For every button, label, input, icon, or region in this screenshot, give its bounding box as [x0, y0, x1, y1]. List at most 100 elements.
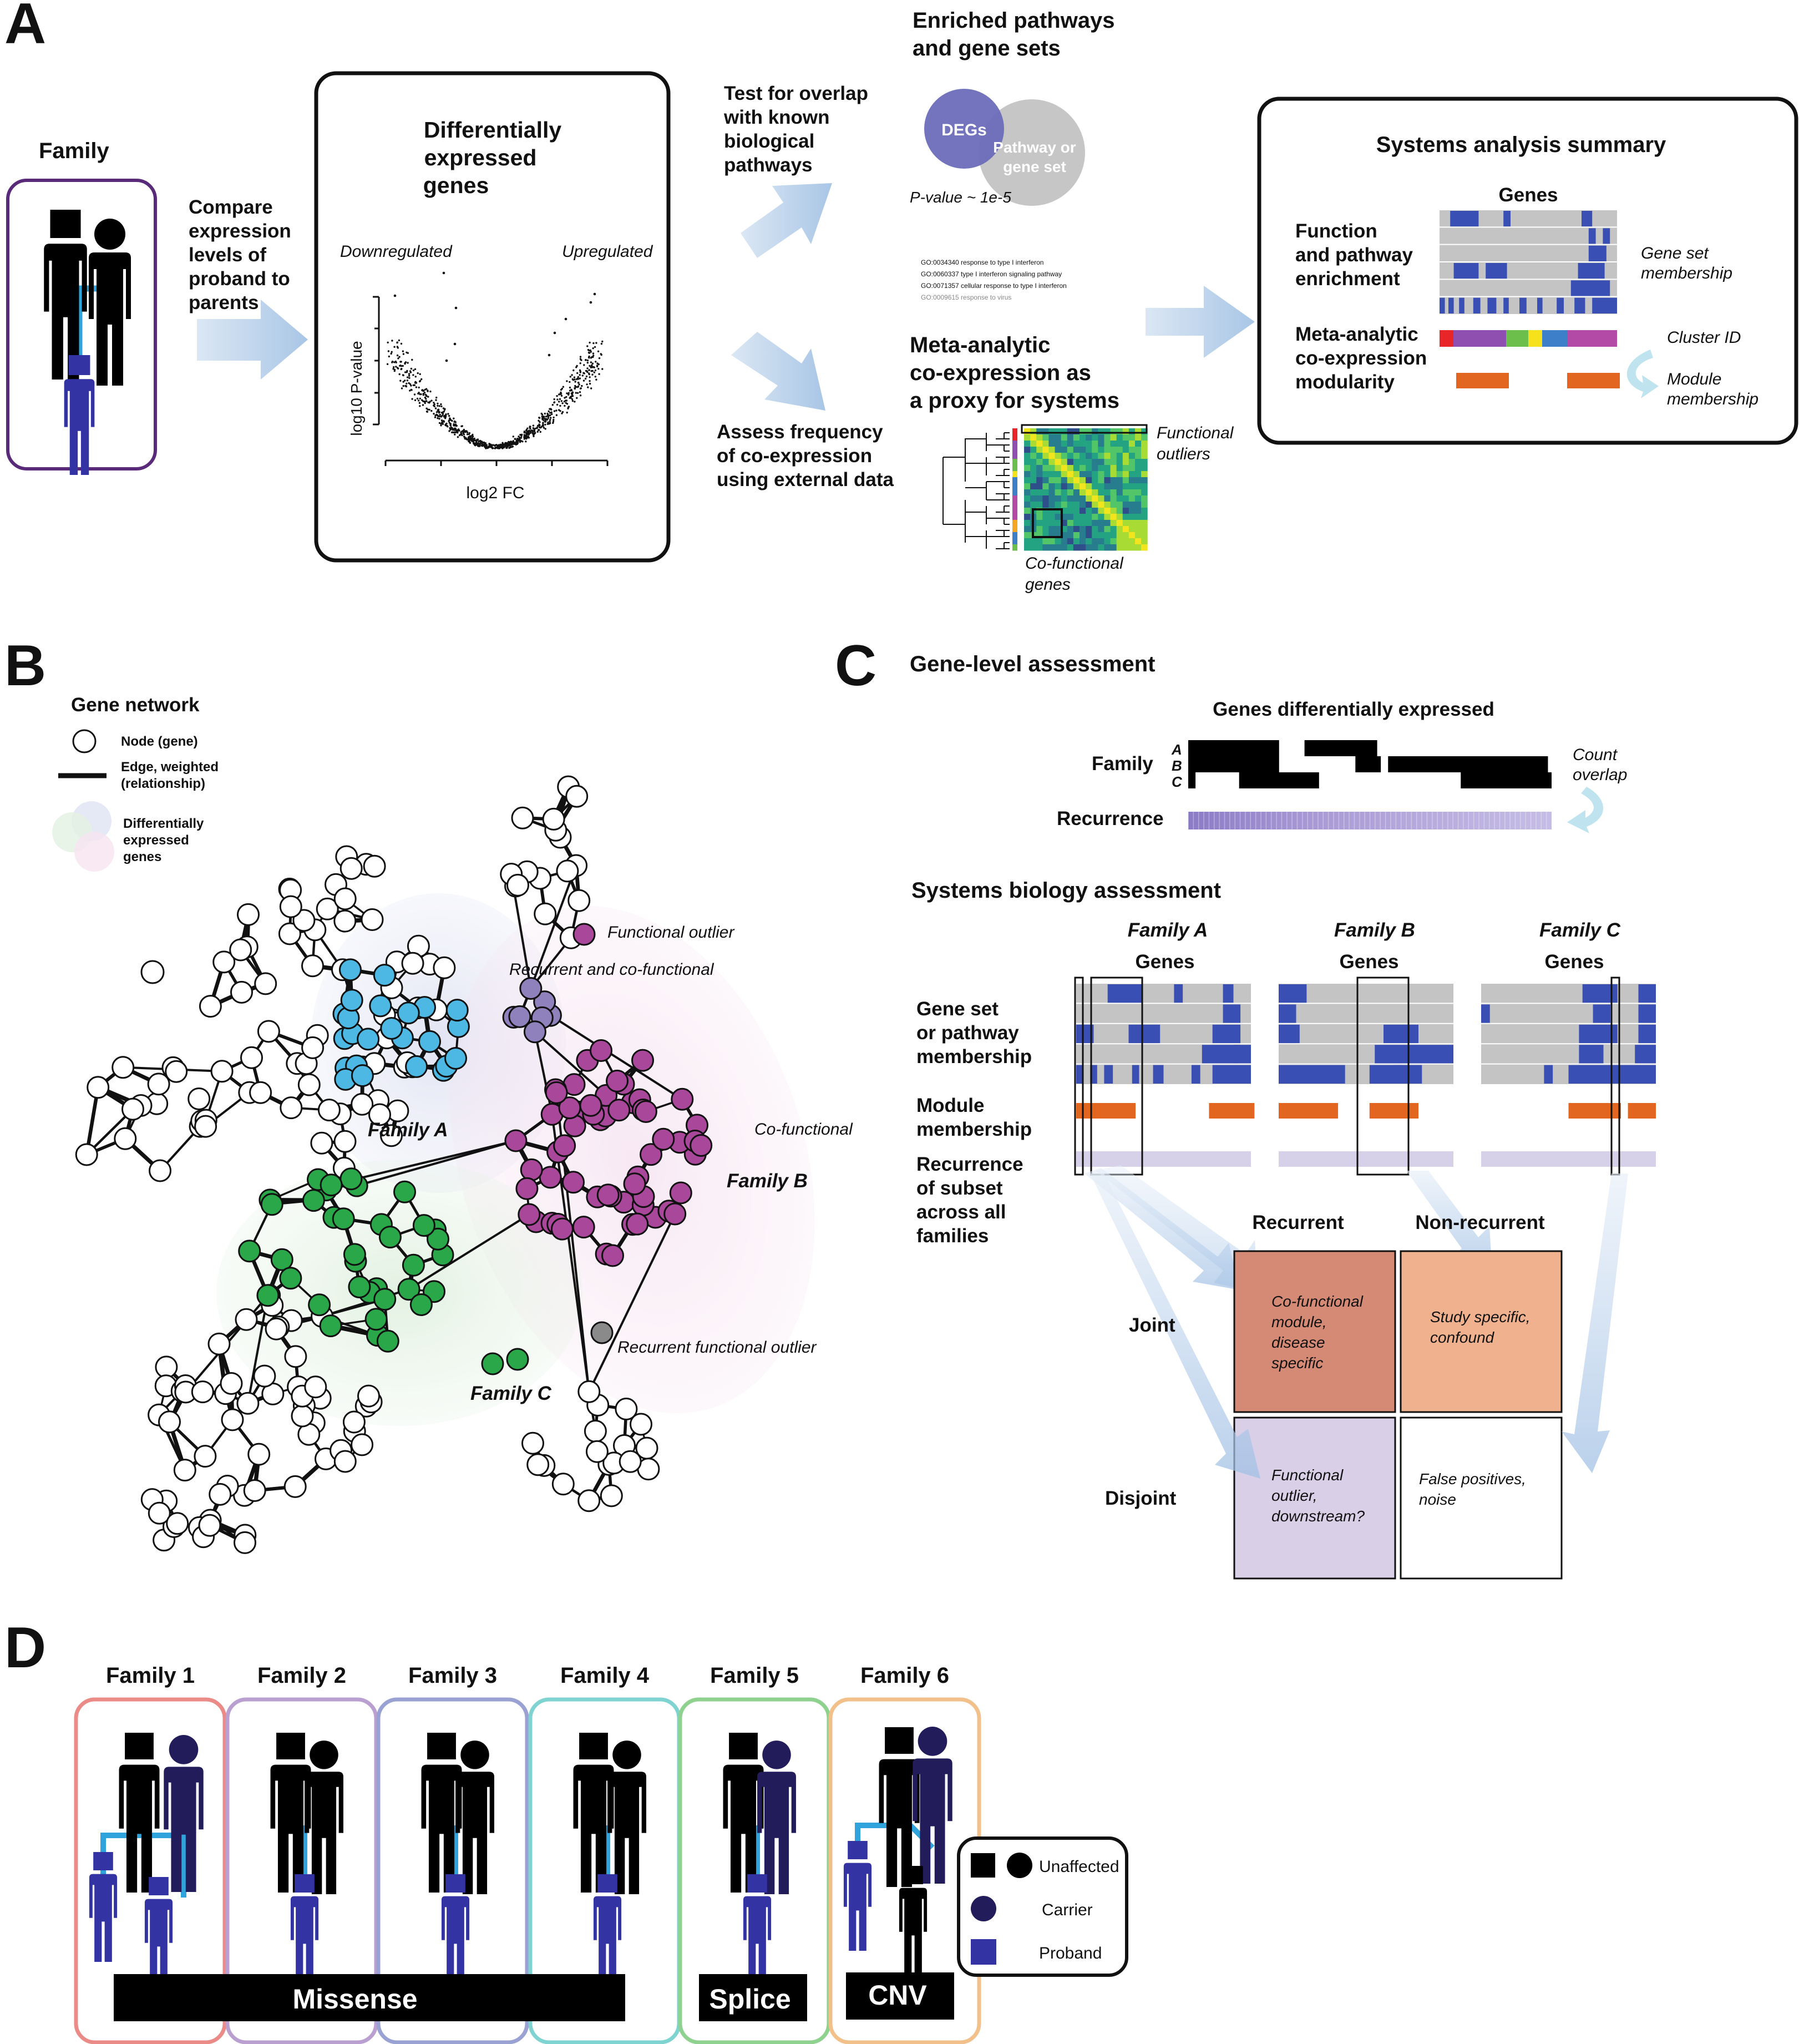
deg-cell [1188, 756, 1279, 772]
volcano-point [409, 389, 411, 392]
cluster-color-cell [1012, 520, 1017, 527]
heatmap-cell [1067, 489, 1074, 496]
compare-text: Compare expression levels of proband to … [189, 196, 291, 313]
heatmap-cell [1116, 514, 1123, 520]
network-node [247, 1443, 271, 1466]
heatmap-cell [1086, 453, 1092, 459]
volcano-point [542, 422, 544, 424]
volcano-point [590, 361, 592, 363]
volcano-point [589, 301, 592, 304]
volcano-point [391, 340, 393, 342]
volcano-point [596, 365, 599, 368]
family-a-col-title: Family A [1128, 919, 1208, 941]
volcano-point [438, 418, 440, 420]
cluster-color-cell [1012, 465, 1017, 472]
volcano-point [590, 366, 592, 368]
volcano-point [601, 368, 604, 370]
heatmap-cell [1110, 453, 1117, 459]
volcano-point [498, 446, 500, 449]
heatmap-cell [1141, 520, 1148, 527]
panel-letter-a: A [4, 0, 46, 56]
volcano-point [449, 417, 451, 419]
volcano-point [593, 371, 596, 373]
heatmap-cell [1092, 532, 1098, 539]
legend-deg-label-1: Differentially [123, 816, 204, 831]
volcano-point [544, 423, 546, 426]
recurrence-strip-cell [1181, 1151, 1187, 1167]
network-node [550, 1217, 574, 1241]
network-node [511, 806, 534, 829]
heatmap-cell [1067, 477, 1074, 484]
volcano-point [520, 435, 523, 437]
heatmap-cell [1042, 508, 1049, 514]
volcano-point [393, 361, 396, 363]
volcano-point [405, 385, 408, 388]
volcano-point [412, 369, 415, 372]
father-figure [119, 1733, 160, 1893]
network-node [351, 1092, 374, 1116]
heatmap-cell [1024, 434, 1031, 441]
count-overlap-label-1: Count [1573, 746, 1618, 764]
volcano-point [586, 359, 589, 362]
heatmap-cell [1098, 465, 1104, 472]
volcano-point [455, 430, 458, 432]
missense-label: Missense [292, 1984, 417, 2015]
summary-title: Systems analysis summary [1376, 133, 1666, 157]
person-head-square [295, 1874, 315, 1893]
volcano-point [546, 413, 549, 416]
heatmap-cell [1048, 520, 1056, 527]
network-node [173, 1459, 196, 1482]
legend-node-label: Node (gene) [121, 734, 198, 749]
matrix-cell [1191, 1065, 1200, 1084]
volcano-point [506, 445, 509, 447]
volcano-point [419, 405, 421, 407]
heatmap-cell [1110, 459, 1117, 466]
heatmap-cell [1042, 471, 1049, 478]
heatmap-cell [1098, 471, 1104, 478]
volcano-point [425, 388, 428, 390]
heatmap-cell [1073, 441, 1080, 447]
matrix-cell [1279, 1004, 1296, 1023]
volcano-point [399, 380, 402, 382]
heatmap-cell [1079, 459, 1086, 466]
volcano-point [516, 442, 518, 444]
matrix-cell [1448, 297, 1454, 313]
father-figure [723, 1733, 764, 1893]
person-body [843, 1863, 872, 1951]
network-node [229, 938, 252, 962]
network-node [147, 1072, 170, 1096]
father-figure [573, 1733, 614, 1893]
heatmap-cell [1055, 495, 1062, 502]
heatmap-cell [1055, 471, 1062, 478]
legend-deg-label-3: genes [123, 849, 161, 864]
heatmap-cell [1079, 453, 1086, 459]
heatmap-cell [1024, 502, 1031, 508]
heatmap-cell [1122, 544, 1129, 551]
heatmap-cell [1098, 428, 1104, 435]
network-node [339, 1167, 363, 1191]
heatmap-cell [1061, 459, 1068, 466]
matrix-cell [1486, 263, 1507, 279]
volcano-point [401, 387, 403, 389]
volcano-point [409, 371, 412, 373]
network-node [427, 1227, 449, 1251]
network-node [402, 1253, 425, 1277]
network-node [445, 999, 469, 1022]
heatmap-cell [1036, 441, 1043, 447]
heatmap-cell [1086, 477, 1092, 484]
volcano-point [526, 437, 529, 439]
heatmap-cell [1128, 526, 1136, 533]
heatmap-cell [1079, 520, 1086, 527]
matrix-cell [1557, 297, 1564, 313]
network-node [149, 1159, 171, 1182]
volcano-point [451, 427, 454, 429]
network-node [187, 1087, 211, 1110]
functional-outlier-label: Functional outlier [607, 923, 734, 942]
volcano-point [548, 353, 551, 357]
svg-text:of subset: of subset [916, 1177, 1003, 1199]
network-edge [84, 1087, 100, 1155]
network-node [433, 956, 456, 979]
heatmap-cell [1110, 447, 1117, 453]
volcano-point [472, 441, 474, 443]
network-node [357, 1028, 380, 1051]
